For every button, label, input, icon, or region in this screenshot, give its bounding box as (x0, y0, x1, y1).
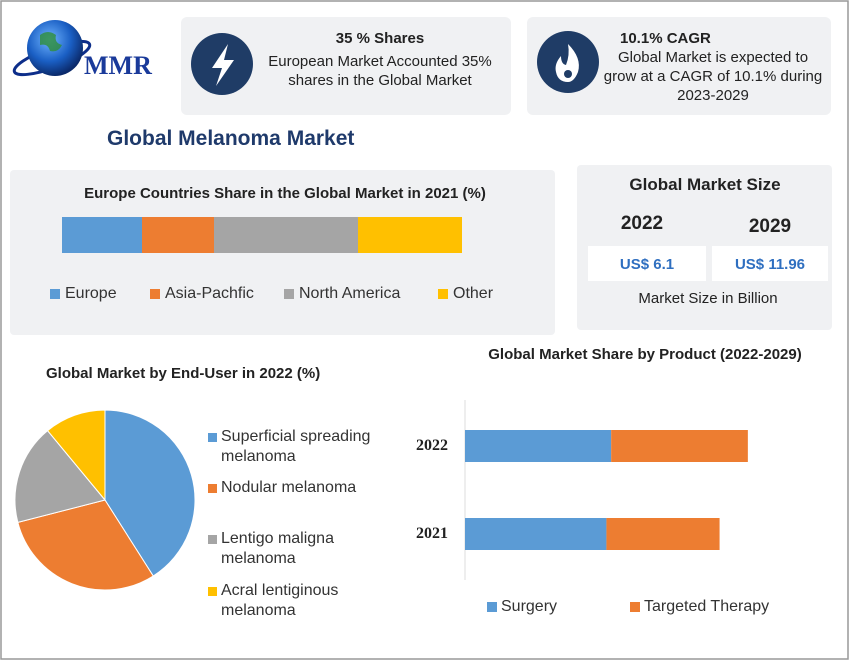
market-value: US$ 6.1 (619, 256, 675, 273)
bar-segment (606, 518, 720, 550)
panel-title: Global Market Size (629, 175, 781, 194)
card-bg (181, 17, 511, 115)
market-note: Market Size in Billion (638, 290, 778, 307)
y-tick-label: 2021 (416, 525, 448, 542)
legend-swatch (208, 484, 217, 493)
chart-title: Europe Countries Share in the Global Mar… (84, 185, 486, 202)
flame-core (564, 70, 572, 78)
pie-slice (17, 499, 154, 591)
logo-text: MMR (84, 51, 152, 80)
legend-label: Lentigo maligna melanoma (221, 530, 334, 567)
bar-segment (62, 217, 142, 253)
legend-swatch (150, 289, 160, 299)
flame-icon (555, 44, 579, 82)
legend-label: Nodular melanoma (221, 479, 357, 496)
bar-segment (214, 217, 358, 253)
legend-swatch (487, 602, 497, 612)
legend-label: North America (299, 285, 401, 302)
chart-title: Global Market Share by Product (2022-202… (488, 346, 802, 363)
bar-segment (611, 430, 748, 462)
chart-title: Global Market by End-User in 2022 (%) (46, 365, 321, 382)
bar-segment (465, 518, 607, 550)
legend-label: Acral lentiginous melanoma (221, 582, 339, 619)
legend-swatch (50, 289, 60, 299)
bar-segment (142, 217, 214, 253)
legend-label: Surgery (501, 598, 558, 615)
card-text: Global Market is expected to grow at a C… (603, 49, 823, 104)
legend-label: Other (453, 285, 494, 302)
year: 2022 (620, 213, 664, 234)
market-value: US$ 11.96 (734, 256, 806, 273)
legend-label: Targeted Therapy (644, 598, 770, 615)
legend-label: Asia-Pachfic (165, 285, 254, 302)
legend-swatch (208, 535, 217, 544)
card-text: European Market Accounted 35% shares in … (268, 53, 492, 89)
bar-segment (465, 430, 612, 462)
pie-slice (46, 409, 106, 502)
value-box (588, 246, 706, 281)
page-title: Global Melanoma Market (107, 127, 355, 150)
y-tick-label: 2022 (416, 437, 448, 454)
card-title: 10.1% CAGR (620, 30, 711, 47)
bolt-icon (212, 44, 234, 86)
legend-swatch (284, 289, 294, 299)
pie-slice (104, 409, 196, 577)
card-title: 35 % Shares (335, 30, 425, 47)
pie-slice (14, 429, 106, 523)
legend-swatch (630, 602, 640, 612)
legend-label: Europe (65, 285, 117, 302)
legend-swatch (208, 433, 217, 442)
legend-label: Superficial spreading melanoma (221, 428, 371, 465)
card-bg (527, 17, 831, 115)
value-box (712, 246, 828, 281)
legend-swatch (438, 289, 448, 299)
legend-swatch (208, 587, 217, 596)
bar-segment (358, 217, 462, 253)
logo-land (40, 32, 62, 52)
year: 2029 (748, 216, 792, 237)
